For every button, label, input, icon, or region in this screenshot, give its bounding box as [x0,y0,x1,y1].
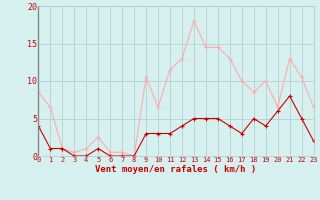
X-axis label: Vent moyen/en rafales ( km/h ): Vent moyen/en rafales ( km/h ) [95,165,257,174]
